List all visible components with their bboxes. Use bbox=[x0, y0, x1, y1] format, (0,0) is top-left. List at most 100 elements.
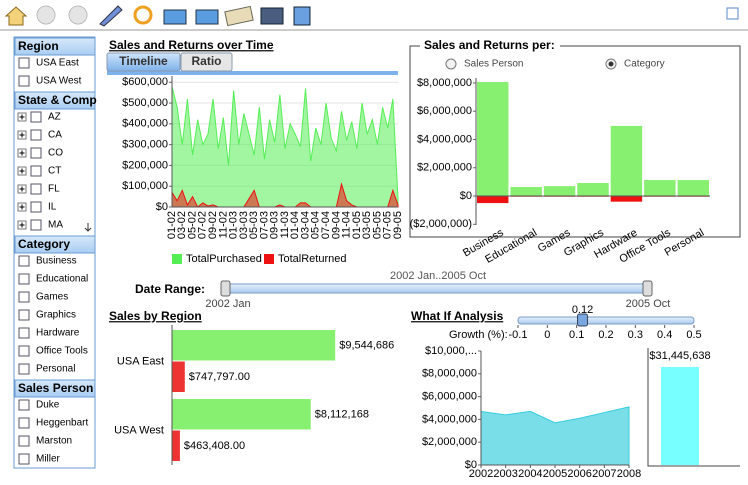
checkbox[interactable] bbox=[18, 327, 30, 339]
radio-dot bbox=[608, 61, 614, 67]
filter-item[interactable]: Marston bbox=[36, 436, 72, 447]
area bbox=[480, 406, 630, 466]
checkbox[interactable] bbox=[30, 219, 42, 231]
scroll-arrow[interactable] bbox=[84, 223, 92, 232]
filter-item[interactable]: Personal bbox=[36, 364, 75, 375]
group-title: State & Comp bbox=[18, 93, 97, 107]
group-title: Region bbox=[18, 39, 59, 53]
radio-label[interactable]: Category bbox=[624, 59, 665, 70]
radio-label[interactable]: Sales Person bbox=[464, 59, 523, 70]
checkbox[interactable] bbox=[30, 165, 42, 177]
filter-item[interactable]: USA West bbox=[36, 76, 82, 87]
tab[interactable] bbox=[106, 52, 181, 72]
bar bbox=[610, 196, 643, 202]
x-tick-label: 2002 bbox=[469, 468, 493, 480]
filter-item[interactable]: AZ bbox=[48, 112, 61, 123]
filter-item[interactable]: Games bbox=[36, 292, 68, 303]
filter-item[interactable]: MA bbox=[48, 220, 63, 231]
x-tick-label: 05-03 bbox=[248, 211, 260, 239]
checkbox[interactable] bbox=[18, 57, 30, 69]
checkbox[interactable] bbox=[18, 453, 30, 465]
group-header bbox=[14, 91, 96, 110]
bar bbox=[172, 399, 311, 430]
checkbox[interactable] bbox=[18, 309, 30, 321]
checkbox[interactable] bbox=[18, 273, 30, 285]
legend-label: TotalReturned bbox=[278, 253, 347, 265]
filter-item[interactable]: Duke bbox=[36, 400, 60, 411]
filter-item[interactable]: Miller bbox=[36, 454, 61, 465]
legend-swatch bbox=[264, 254, 274, 264]
x-tick-label: 01-02 bbox=[166, 211, 178, 239]
filter-item[interactable]: Graphics bbox=[36, 310, 76, 321]
edit-icon[interactable] bbox=[99, 5, 123, 27]
tab-label[interactable]: Ratio bbox=[192, 54, 222, 68]
checkbox[interactable] bbox=[30, 129, 42, 141]
bar bbox=[477, 81, 509, 197]
filter-item[interactable]: Educational bbox=[36, 274, 88, 285]
slider-thumb-start[interactable] bbox=[220, 280, 231, 297]
checkbox[interactable] bbox=[18, 75, 30, 87]
checkbox[interactable] bbox=[30, 183, 42, 195]
checkbox[interactable] bbox=[30, 111, 42, 123]
checkbox[interactable] bbox=[18, 291, 30, 303]
axis bbox=[171, 76, 398, 208]
checkbox[interactable] bbox=[18, 435, 30, 447]
window-icon[interactable] bbox=[726, 7, 739, 20]
slider-tick-label: 0.4 bbox=[657, 329, 672, 341]
filter-item[interactable]: IL bbox=[48, 202, 57, 213]
checkbox[interactable] bbox=[18, 345, 30, 357]
tab-label[interactable]: Timeline bbox=[119, 54, 168, 68]
checkbox[interactable] bbox=[18, 363, 30, 375]
group-header bbox=[14, 235, 96, 254]
chart-title: Sales by Region bbox=[109, 309, 202, 323]
checkbox[interactable] bbox=[18, 417, 30, 429]
date-range-label: Date Range: bbox=[135, 282, 205, 296]
x-tick-label: 09-04 bbox=[330, 211, 342, 239]
filter-item[interactable]: CA bbox=[48, 130, 62, 141]
checkbox[interactable] bbox=[18, 399, 30, 411]
checkbox[interactable] bbox=[30, 201, 42, 213]
expand-plus bbox=[19, 222, 25, 228]
filter-item[interactable]: FL bbox=[48, 184, 60, 195]
filter-item[interactable]: Hardware bbox=[36, 328, 80, 339]
filter-item[interactable]: CO bbox=[48, 148, 63, 159]
camera-icon[interactable] bbox=[260, 7, 284, 25]
filter-item[interactable]: CT bbox=[48, 166, 61, 177]
y-tick-label: $0 bbox=[156, 201, 168, 213]
bar bbox=[677, 180, 709, 197]
checkbox[interactable] bbox=[30, 147, 42, 159]
slider-thumb-end[interactable] bbox=[642, 280, 653, 297]
filter-item[interactable]: Office Tools bbox=[36, 346, 88, 357]
back-icon[interactable] bbox=[36, 5, 56, 25]
date-slider[interactable] bbox=[223, 283, 651, 294]
expand-plus bbox=[19, 150, 25, 156]
checkbox[interactable] bbox=[18, 255, 30, 267]
filter-item[interactable]: Business bbox=[36, 256, 77, 267]
y-tick-label: $0 bbox=[465, 459, 477, 471]
forward-icon[interactable] bbox=[68, 5, 88, 25]
filter-item[interactable]: USA East bbox=[36, 58, 79, 69]
refresh-icon[interactable] bbox=[133, 5, 153, 25]
slider-tick-label: 0.5 bbox=[686, 329, 701, 341]
group-title: Sales Person bbox=[18, 381, 93, 395]
slider-thumb[interactable] bbox=[577, 313, 589, 327]
download-icon[interactable] bbox=[195, 9, 219, 25]
bar bbox=[610, 125, 643, 197]
x-tick-label: 11-03 bbox=[279, 211, 291, 238]
tab[interactable] bbox=[180, 52, 233, 72]
x-tick-label: 09-05 bbox=[392, 211, 404, 239]
bar bbox=[543, 186, 576, 197]
save-icon[interactable] bbox=[293, 6, 311, 26]
radio[interactable] bbox=[445, 58, 457, 70]
y-tick-label: $500,000 bbox=[122, 97, 168, 109]
home-icon[interactable] bbox=[4, 6, 28, 26]
growth-slider[interactable] bbox=[517, 316, 695, 325]
filter-item[interactable]: Heggenbart bbox=[36, 418, 88, 429]
bar bbox=[661, 367, 699, 465]
y-tick-label: $0 bbox=[460, 190, 472, 202]
add-icon[interactable] bbox=[163, 9, 187, 25]
x-tick-label: 07-03 bbox=[258, 211, 270, 239]
y-tick-label: $2,000,000 bbox=[422, 436, 477, 448]
slider-tick-label: 0.2 bbox=[598, 329, 613, 341]
folder-icon[interactable] bbox=[224, 5, 254, 27]
